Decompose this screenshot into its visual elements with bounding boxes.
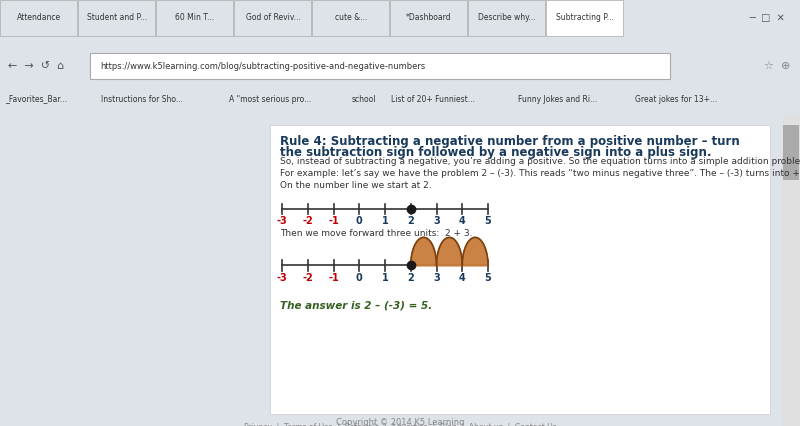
Text: 4: 4 [459, 216, 466, 226]
Text: -2: -2 [302, 216, 313, 226]
Text: Funny Jokes and Ri...: Funny Jokes and Ri... [518, 95, 598, 104]
Text: -3: -3 [277, 273, 287, 282]
Text: 2: 2 [407, 273, 414, 282]
Text: Great jokes for 13+...: Great jokes for 13+... [635, 95, 718, 104]
Text: Student and P...: Student and P... [87, 13, 147, 23]
Text: 5: 5 [485, 216, 491, 226]
Text: -1: -1 [328, 273, 339, 282]
Bar [312, 0, 389, 36]
Text: the subtraction sign followed by a negative sign into a plus sign.: the subtraction sign followed by a negat… [280, 146, 711, 159]
Bar [390, 0, 467, 36]
Text: school: school [351, 95, 376, 104]
Text: 2: 2 [407, 216, 414, 226]
Text: 1: 1 [382, 273, 388, 282]
Text: Attendance: Attendance [17, 13, 61, 23]
Bar [783, 125, 799, 180]
Text: -3: -3 [277, 216, 287, 226]
Polygon shape [462, 237, 488, 265]
Bar [468, 0, 545, 36]
Text: Instructions for Sho...: Instructions for Sho... [102, 95, 183, 104]
Bar [546, 0, 623, 36]
Bar [270, 125, 770, 414]
Polygon shape [437, 237, 462, 265]
Text: 3: 3 [433, 216, 440, 226]
Text: Privacy  |  Terms of Use  |  Referrals  |  Advertise  |  Blog  |  About us  |  C: Privacy | Terms of Use | Referrals | Adv… [244, 423, 556, 426]
Text: Then we move forward three units:  2 + 3.: Then we move forward three units: 2 + 3. [280, 229, 473, 239]
Text: 3: 3 [433, 273, 440, 282]
Text: Rule 4: Subtracting a negative number from a positive number – turn: Rule 4: Subtracting a negative number fr… [280, 135, 740, 148]
Text: ─  □  ✕: ─ □ ✕ [750, 13, 785, 23]
Text: God of Reviv...: God of Reviv... [246, 13, 301, 23]
Text: ☆  ⊕: ☆ ⊕ [764, 61, 790, 71]
Text: Describe why...: Describe why... [478, 13, 536, 23]
Text: 60 Min T...: 60 Min T... [175, 13, 214, 23]
Text: 0: 0 [356, 273, 362, 282]
Bar [782, 115, 800, 426]
Text: ←  →  ↺  ⌂: ← → ↺ ⌂ [8, 61, 64, 71]
Bar [90, 53, 670, 79]
Text: For example: let’s say we have the problem 2 – (-3). This reads “two minus negat: For example: let’s say we have the probl… [280, 169, 800, 178]
Text: 4: 4 [459, 273, 466, 282]
Text: *Dashboard: *Dashboard [406, 13, 452, 23]
Text: 1: 1 [382, 216, 388, 226]
Polygon shape [410, 237, 437, 265]
Bar [156, 0, 233, 36]
Text: So, instead of subtracting a negative, you’re adding a positive. So the equation: So, instead of subtracting a negative, y… [280, 157, 800, 166]
Text: https://www.k5learning.com/blog/subtracting-positive-and-negative-numbers: https://www.k5learning.com/blog/subtract… [100, 61, 426, 71]
Text: A "most serious pro...: A "most serious pro... [229, 95, 311, 104]
Text: -1: -1 [328, 216, 339, 226]
Bar [234, 0, 311, 36]
Text: -2: -2 [302, 273, 313, 282]
Text: 0: 0 [356, 216, 362, 226]
Text: On the number line we start at 2.: On the number line we start at 2. [280, 181, 432, 190]
Bar [0, 0, 77, 36]
Text: The answer is 2 – (-3) = 5.: The answer is 2 – (-3) = 5. [280, 301, 432, 311]
Bar [78, 0, 155, 36]
Text: Subtracting P...: Subtracting P... [556, 13, 614, 23]
Text: Copyright © 2014 K5 Learning: Copyright © 2014 K5 Learning [336, 418, 464, 426]
Text: 5: 5 [485, 273, 491, 282]
Text: _Favorites_Bar...: _Favorites_Bar... [5, 95, 67, 104]
Text: cute &...: cute &... [335, 13, 367, 23]
Text: List of 20+ Funniest...: List of 20+ Funniest... [390, 95, 474, 104]
